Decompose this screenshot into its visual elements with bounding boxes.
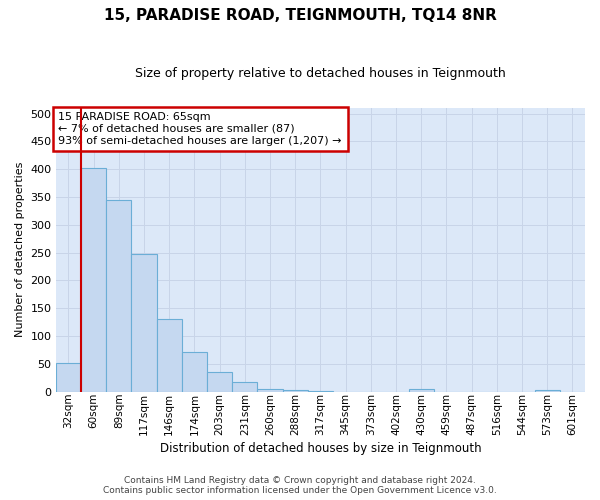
X-axis label: Distribution of detached houses by size in Teignmouth: Distribution of detached houses by size … [160, 442, 481, 455]
Bar [283, 390, 308, 392]
Title: Size of property relative to detached houses in Teignmouth: Size of property relative to detached ho… [135, 68, 506, 80]
Text: 15 PARADISE ROAD: 65sqm
← 7% of detached houses are smaller (87)
93% of semi-det: 15 PARADISE ROAD: 65sqm ← 7% of detached… [58, 112, 342, 146]
Text: 15, PARADISE ROAD, TEIGNMOUTH, TQ14 8NR: 15, PARADISE ROAD, TEIGNMOUTH, TQ14 8NR [104, 8, 496, 22]
Bar [257, 389, 283, 392]
Bar [207, 372, 232, 392]
Bar [182, 352, 207, 392]
Bar [56, 362, 81, 392]
Bar [308, 391, 333, 392]
Y-axis label: Number of detached properties: Number of detached properties [15, 162, 25, 338]
Bar [535, 390, 560, 392]
Bar [409, 389, 434, 392]
Bar [232, 382, 257, 392]
Bar [131, 254, 157, 392]
Bar [106, 200, 131, 392]
Bar [81, 168, 106, 392]
Text: Contains HM Land Registry data © Crown copyright and database right 2024.
Contai: Contains HM Land Registry data © Crown c… [103, 476, 497, 495]
Bar [157, 318, 182, 392]
